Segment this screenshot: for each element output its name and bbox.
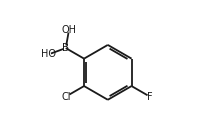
Text: HO: HO — [41, 49, 56, 59]
Text: F: F — [147, 92, 153, 102]
Text: OH: OH — [61, 25, 76, 35]
Text: B: B — [62, 43, 69, 53]
Text: Cl: Cl — [61, 92, 70, 102]
